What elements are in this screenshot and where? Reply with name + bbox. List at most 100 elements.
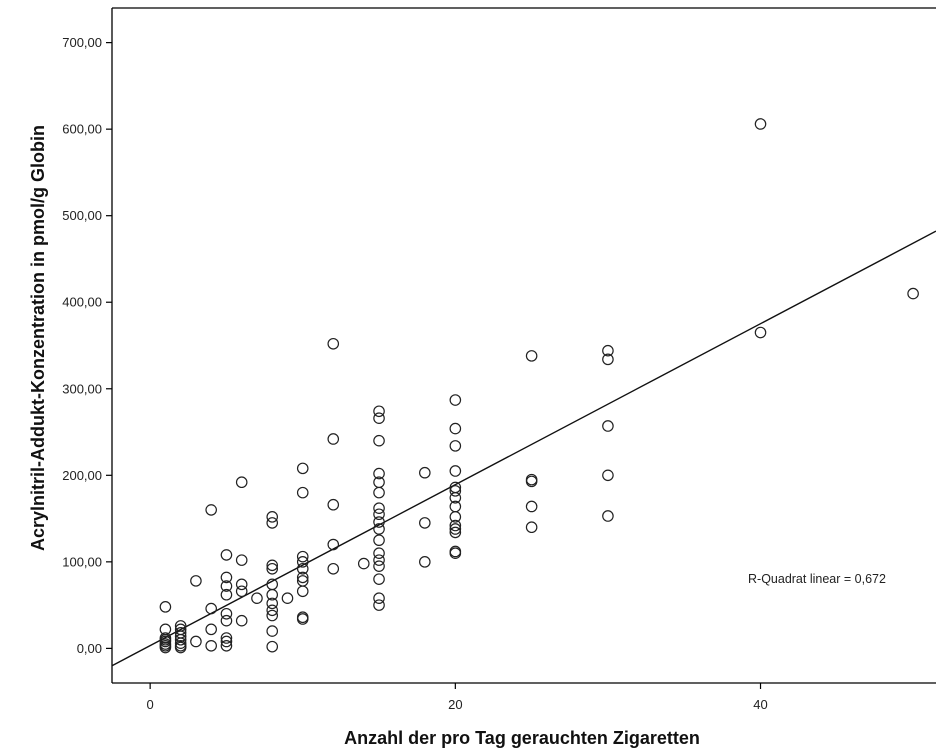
data-point	[266, 517, 279, 529]
data-point	[296, 571, 309, 584]
data-point	[174, 637, 187, 649]
data-point	[754, 118, 767, 130]
data-point	[190, 575, 202, 587]
data-point	[235, 614, 248, 627]
y-tick-label: 500,00	[62, 208, 102, 223]
data-point	[373, 592, 385, 604]
y-tick-label: 200,00	[62, 468, 102, 483]
data-point	[159, 601, 172, 613]
data-point	[235, 578, 248, 591]
data-point	[251, 592, 263, 604]
data-point	[235, 476, 248, 489]
data-point	[373, 508, 385, 521]
data-point	[266, 511, 279, 523]
data-point	[373, 560, 385, 572]
data-point	[754, 326, 767, 339]
data-point	[190, 635, 202, 648]
data-point	[373, 554, 385, 566]
data-point	[296, 613, 309, 625]
data-point	[159, 635, 172, 648]
data-point	[220, 632, 233, 644]
data-point	[174, 633, 187, 646]
data-point	[602, 510, 614, 522]
data-point	[525, 521, 538, 534]
data-point	[373, 516, 385, 528]
y-tick-label: 700,00	[62, 35, 102, 50]
x-tick-label: 20	[448, 697, 462, 712]
data-point	[419, 466, 431, 479]
data-point	[266, 625, 279, 637]
data-point	[205, 504, 217, 516]
data-point	[327, 433, 340, 445]
data-point	[373, 405, 385, 418]
data-point	[449, 465, 462, 477]
regression-line-group	[111, 230, 936, 667]
data-point	[296, 562, 309, 575]
data-point	[373, 599, 385, 611]
data-point	[525, 350, 538, 362]
x-axis-title: Anzahl der pro Tag gerauchten Zigaretten	[344, 728, 700, 748]
data-point	[373, 486, 385, 499]
data-point	[907, 287, 919, 300]
data-point	[174, 630, 187, 643]
data-point	[419, 556, 431, 568]
data-point	[220, 639, 233, 652]
data-point	[266, 604, 279, 617]
data-point	[602, 353, 614, 366]
data-point	[357, 557, 370, 570]
y-tick-label: 300,00	[62, 381, 102, 396]
data-point	[602, 420, 614, 432]
data-point	[449, 422, 462, 435]
data-point	[220, 588, 233, 601]
x-ticks: 0 20 40	[147, 683, 768, 712]
data-point	[220, 580, 233, 592]
regression-line	[111, 230, 936, 667]
y-tick-label: 100,00	[62, 554, 102, 569]
data-point	[159, 641, 172, 654]
data-point	[449, 394, 462, 406]
data-point	[296, 550, 309, 563]
data-point	[373, 573, 385, 585]
data-point	[220, 614, 233, 627]
data-point	[235, 585, 248, 598]
data-point	[449, 526, 462, 539]
data-point	[373, 467, 385, 480]
data-point	[266, 609, 279, 622]
data-point	[266, 562, 279, 575]
data-point	[327, 538, 340, 551]
data-point	[235, 554, 248, 566]
data-point	[205, 623, 217, 636]
data-point	[449, 519, 462, 532]
data-point	[449, 485, 462, 497]
data-point	[327, 562, 340, 575]
data-point	[602, 344, 614, 357]
y-axis-title: Acrylnitril-Addukt-Konzentration in pmol…	[28, 125, 48, 551]
x-tick-label: 40	[753, 697, 767, 712]
data-point	[266, 597, 279, 610]
data-point	[373, 547, 385, 559]
data-point	[174, 641, 187, 654]
data-point	[373, 502, 385, 514]
y-tick-label: 400,00	[62, 295, 102, 310]
data-point	[281, 592, 294, 604]
data-point	[327, 337, 340, 350]
data-point	[266, 588, 279, 601]
data-point	[220, 607, 233, 620]
r-squared-annotation: R-Quadrat linear = 0,672	[748, 572, 886, 586]
data-point	[220, 571, 233, 584]
data-point	[449, 523, 462, 535]
y-tick-label: 600,00	[62, 122, 102, 137]
y-ticks: 0,00 100,00 200,00 300,00 400,00 500,00 600,00…	[62, 35, 112, 656]
data-point	[373, 523, 385, 535]
data-point	[296, 486, 309, 499]
data-point	[296, 585, 309, 598]
data-point	[449, 511, 462, 523]
data-point	[449, 547, 462, 559]
data-point	[449, 492, 462, 504]
data-points	[159, 118, 919, 654]
data-point	[373, 412, 385, 424]
data-point	[419, 517, 431, 529]
data-point	[327, 498, 340, 511]
data-point	[525, 475, 538, 488]
data-point	[205, 602, 217, 615]
